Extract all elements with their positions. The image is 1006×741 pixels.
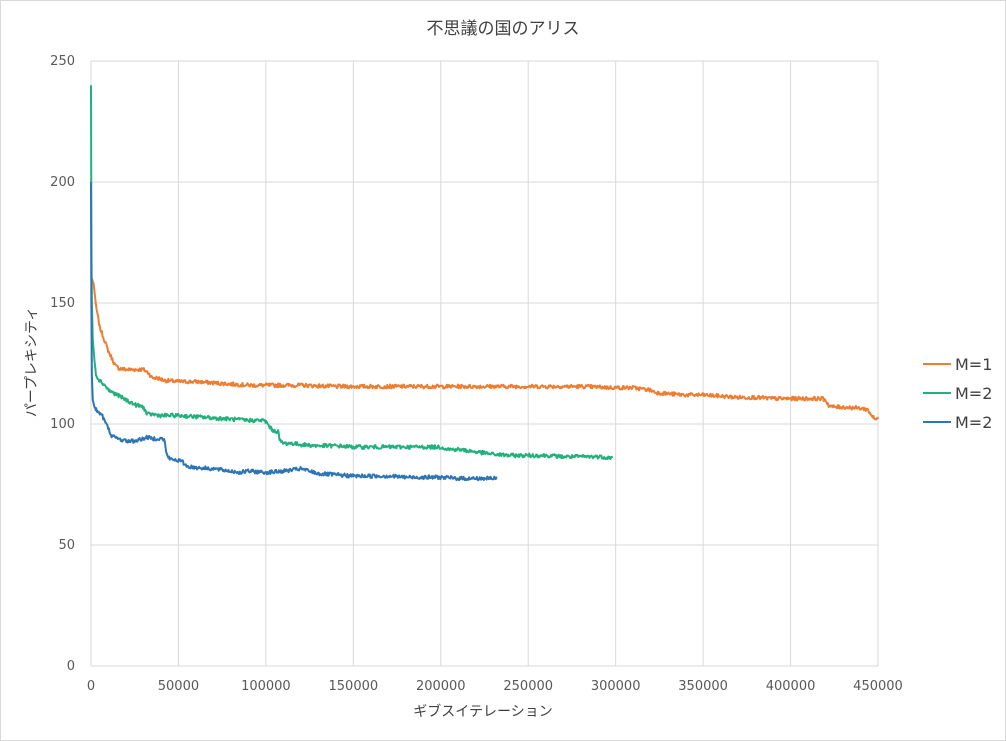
x-tick-label: 350000: [678, 679, 728, 694]
x-tick-label: 200000: [416, 679, 466, 694]
legend-label: M=2: [955, 413, 992, 432]
x-tick-label: 150000: [329, 679, 379, 694]
legend: M=1 M=2 M=2: [923, 355, 992, 432]
x-tick-label: 450000: [853, 679, 903, 694]
y-tick-label: 0: [67, 659, 75, 674]
chart-title: 不思議の国のアリス: [427, 19, 580, 39]
y-tick-label: 150: [50, 296, 75, 311]
gridlines: [90, 60, 879, 667]
x-tick-label: 400000: [766, 679, 816, 694]
plot-area: [90, 85, 879, 482]
x-tick-label: 50000: [158, 679, 199, 694]
series-line-3: [90, 181, 498, 482]
x-tick-label: 300000: [591, 679, 641, 694]
x-tick-label: 250000: [503, 679, 553, 694]
series-line-1: [90, 275, 879, 421]
legend-label: M=1: [955, 355, 992, 374]
axis-ticks: 0 50000 100000 150000 200000 250000 300000 3500…: [50, 54, 903, 694]
legend-label: M=2: [955, 384, 992, 403]
y-axis-title: パープレキシティ: [24, 307, 40, 417]
y-tick-label: 250: [50, 54, 75, 69]
y-tick-label: 100: [50, 417, 75, 432]
y-tick-label: 200: [50, 175, 75, 190]
x-tick-label: 0: [87, 679, 95, 694]
series-line-2: [90, 85, 614, 461]
x-axis-title: ギブスイテレーション: [413, 703, 552, 720]
x-tick-label: 100000: [241, 679, 291, 694]
y-tick-label: 50: [58, 538, 75, 553]
